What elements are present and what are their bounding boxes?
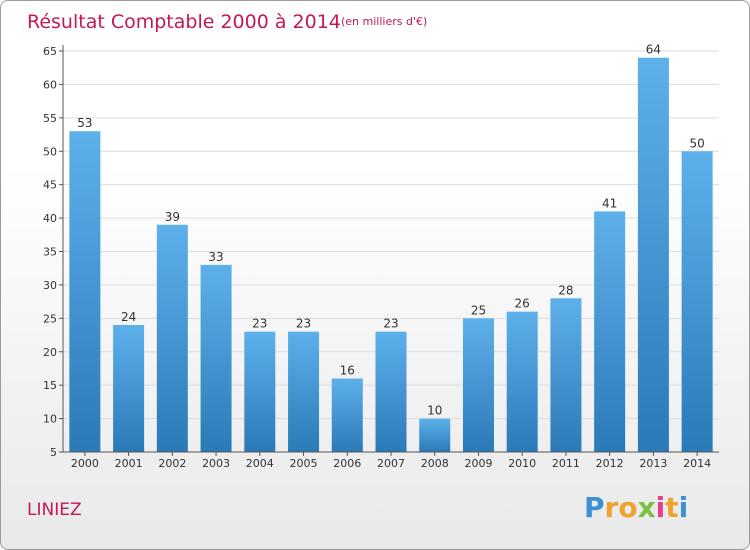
- y-tick-label: 55: [43, 112, 57, 125]
- logo-letter: o: [618, 491, 637, 524]
- axes: [62, 45, 719, 453]
- data-label: 64: [646, 43, 661, 57]
- bar: [244, 331, 276, 452]
- x-tick-label: 2010: [508, 457, 536, 470]
- logo-letter: t: [665, 491, 678, 524]
- bar: [69, 131, 101, 452]
- x-tick-label: 2014: [683, 457, 711, 470]
- data-label: 25: [471, 303, 486, 317]
- x-tick-label: 2008: [421, 457, 449, 470]
- data-label: 24: [121, 310, 136, 324]
- x-tick-label: 2003: [202, 457, 230, 470]
- bar: [637, 57, 669, 452]
- bar: [419, 418, 451, 452]
- logo-letter: x: [638, 491, 656, 524]
- bar: [375, 331, 407, 452]
- chart-subtitle: (en milliers d'€): [341, 15, 427, 28]
- x-tick-label: 2013: [639, 457, 667, 470]
- data-label: 26: [515, 297, 530, 311]
- x-tick-label: 2005: [290, 457, 318, 470]
- data-label: 53: [77, 116, 92, 130]
- x-tick-label: 2002: [158, 457, 186, 470]
- y-tick-label: 50: [43, 145, 57, 158]
- y-tick-label: 25: [43, 312, 57, 325]
- data-label: 41: [602, 196, 617, 210]
- x-tick-label: 2004: [246, 457, 274, 470]
- commune-name: LINIEZ: [27, 500, 82, 520]
- data-label: 23: [252, 317, 267, 331]
- data-labels: 53 24 39 33 23 23 16 23 10 25 26 28 41 64 50: [77, 43, 705, 418]
- bar: [156, 224, 188, 452]
- y-tick-label: 10: [43, 413, 57, 426]
- y-tick-label: 35: [43, 246, 57, 259]
- x-tick-label: 2006: [333, 457, 361, 470]
- x-tick-label: 2001: [115, 457, 143, 470]
- data-label: 23: [383, 317, 398, 331]
- y-tick-label: 5: [50, 446, 57, 459]
- bar: [331, 378, 363, 452]
- bars: [69, 57, 713, 452]
- data-label: 10: [427, 404, 442, 418]
- y-tick-label: 15: [43, 379, 57, 392]
- y-tick-label: 20: [43, 346, 57, 359]
- bar: [113, 325, 145, 452]
- bar: [462, 318, 494, 452]
- x-tick-label: 2012: [596, 457, 624, 470]
- y-tick-label: 65: [43, 45, 57, 58]
- chart-title: Résultat Comptable 2000 à 2014: [27, 11, 341, 33]
- bar: [288, 331, 320, 452]
- bar: [506, 311, 538, 452]
- y-tick-label: 40: [43, 212, 57, 225]
- x-tick-label: 2011: [552, 457, 580, 470]
- y-axis-ticks: 5 10 15 20 25 30 35 40 45 50 55 60 65: [43, 45, 63, 459]
- data-label: 33: [208, 250, 223, 264]
- logo-letter: i: [679, 491, 689, 524]
- bar: [550, 298, 582, 452]
- x-tick-label: 2009: [464, 457, 492, 470]
- x-tick-label: 2000: [71, 457, 99, 470]
- data-label: 16: [340, 363, 355, 377]
- logo-letter: P: [584, 491, 605, 524]
- proxiti-logo: Proxiti: [584, 491, 688, 524]
- data-label: 39: [165, 210, 180, 224]
- data-label: 28: [558, 283, 573, 297]
- logo-letter: r: [605, 491, 619, 524]
- x-tick-label: 2007: [377, 457, 405, 470]
- x-axis-ticks: 2000 2001 2002 2003 2004 2005 2006 2007 2008 2009…: [71, 452, 711, 470]
- bar: [681, 151, 713, 452]
- bar: [594, 211, 626, 452]
- data-label: 23: [296, 317, 311, 331]
- data-label: 50: [689, 136, 704, 150]
- logo-letter: i: [656, 491, 666, 524]
- y-tick-label: 45: [43, 179, 57, 192]
- y-tick-label: 60: [43, 78, 57, 91]
- bar: [200, 264, 232, 452]
- y-tick-label: 30: [43, 279, 57, 292]
